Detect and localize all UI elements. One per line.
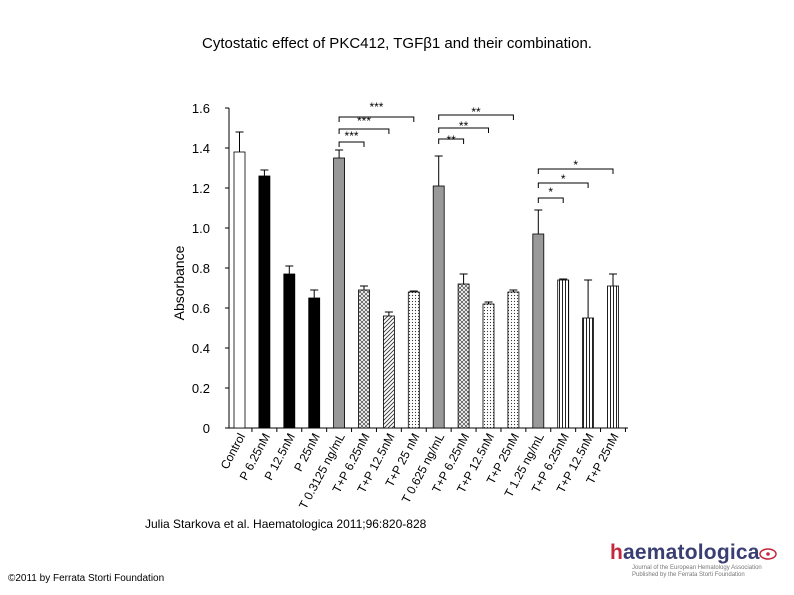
bar <box>507 291 520 429</box>
significance-bracket <box>537 168 614 174</box>
chart-title: Cytostatic effect of PKC412, TGFβ1 and t… <box>202 35 592 52</box>
significance-label: ** <box>471 105 481 119</box>
y-tick-label: 1.2 <box>192 181 210 196</box>
significance-bracket <box>338 128 390 134</box>
y-tick-label: 1.6 <box>192 101 210 116</box>
y-tick-label: 0.6 <box>192 301 210 316</box>
bar <box>607 285 619 429</box>
copyright-notice: ©2011 by Ferrata Storti Foundation <box>8 573 165 584</box>
significance-label: * <box>573 158 578 172</box>
y-axis-label: Absorbance <box>171 245 187 320</box>
bar <box>432 185 445 429</box>
significance-bracket <box>338 116 415 122</box>
bar <box>482 303 495 429</box>
haematologica-logo[interactable]: haematologica Journal of the European He… <box>598 541 788 579</box>
bar <box>582 317 594 429</box>
significance-bracket <box>438 127 489 133</box>
bar <box>333 157 346 429</box>
y-tick-label: 1.4 <box>192 141 210 156</box>
citation: Julia Starkova et al. Haematologica 2011… <box>145 517 427 531</box>
significance-label: *** <box>357 114 371 128</box>
significance-label: * <box>561 172 566 186</box>
significance-label: * <box>548 185 553 199</box>
y-tick-label: 0 <box>203 421 210 436</box>
bar <box>258 175 271 429</box>
logo-subtitle: Journal of the European Hematology Assoc… <box>632 565 762 578</box>
bar <box>358 289 370 429</box>
bar <box>283 273 296 429</box>
significance-bracket <box>438 114 514 120</box>
significance-bracket <box>338 141 365 147</box>
logo-cell-icon <box>759 548 777 560</box>
bar <box>407 291 420 429</box>
bar <box>233 151 246 429</box>
significance-label: *** <box>369 100 383 114</box>
bar <box>557 279 570 429</box>
bar <box>382 315 395 429</box>
y-tick-label: 0.8 <box>192 261 210 276</box>
significance-label: ** <box>459 119 469 133</box>
y-tick-label: 0.2 <box>192 381 210 396</box>
bar <box>308 297 321 429</box>
significance-bracket <box>537 182 589 188</box>
bar <box>457 283 470 429</box>
significance-bracket <box>537 197 564 203</box>
significance-label: ** <box>446 133 456 147</box>
logo-wordmark: haematologica <box>610 541 760 564</box>
significance-label: *** <box>345 129 359 143</box>
y-tick-label: 1.0 <box>192 221 210 236</box>
y-tick-label: 0.4 <box>192 341 210 356</box>
significance-bracket <box>438 138 465 144</box>
bar <box>532 233 545 429</box>
